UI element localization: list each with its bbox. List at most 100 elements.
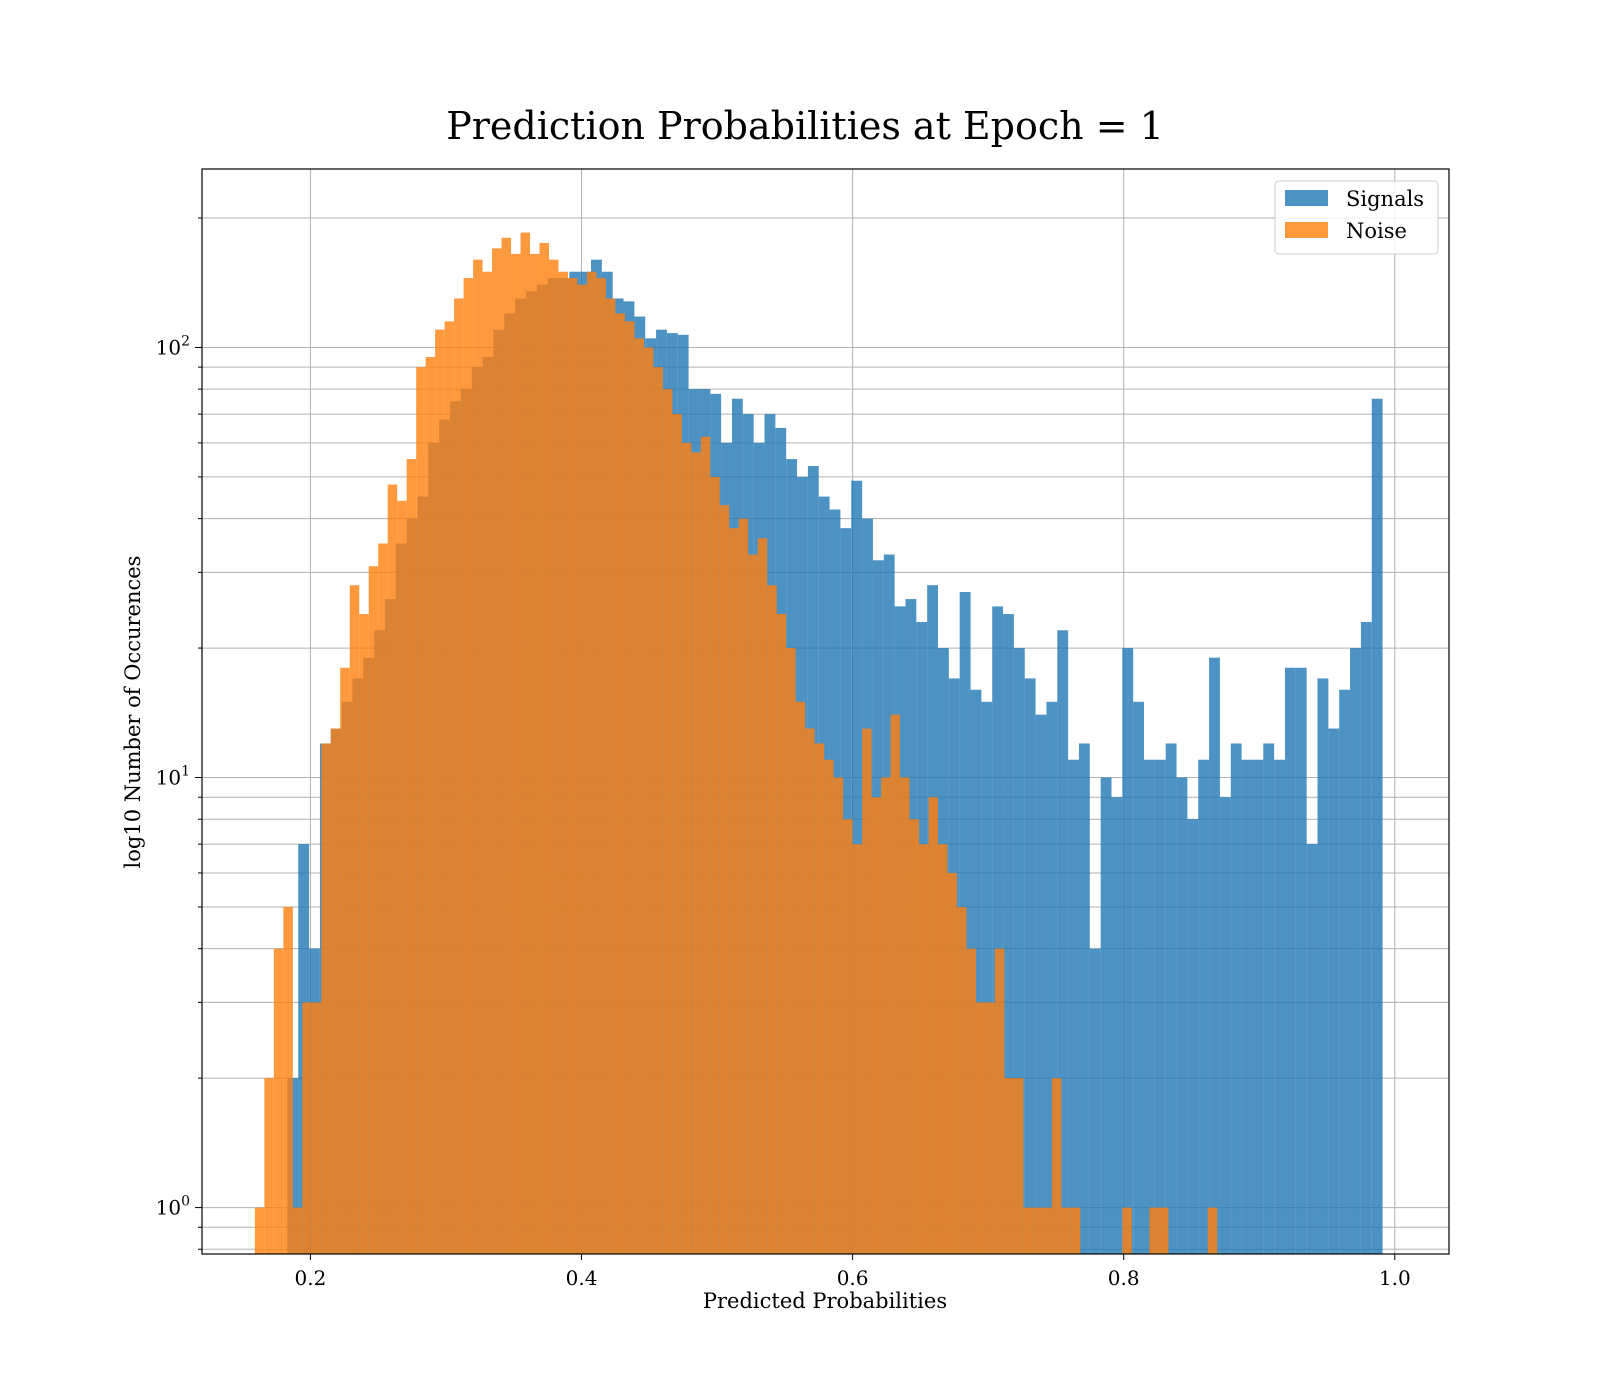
noise-bar xyxy=(938,844,948,1254)
noise-bar xyxy=(700,436,711,1254)
noise-bar xyxy=(1122,1207,1132,1254)
noise-bar xyxy=(387,484,398,1254)
noise-bars xyxy=(254,232,1218,1255)
noise-bar xyxy=(454,298,464,1254)
x-tick-label: 1.0 xyxy=(1379,1266,1411,1290)
signals-bar xyxy=(1209,657,1220,1254)
signals-bar xyxy=(1339,689,1351,1254)
signals-bar xyxy=(1144,759,1155,1254)
noise-bar xyxy=(881,777,891,1254)
noise-bar xyxy=(577,284,587,1255)
noise-bar xyxy=(368,566,379,1254)
noise-bar xyxy=(349,585,360,1254)
noise-bar xyxy=(501,237,512,1254)
noise-bar xyxy=(719,505,730,1255)
signals-bar xyxy=(1133,701,1145,1254)
noise-bar xyxy=(378,543,388,1254)
x-tick-label: 0.6 xyxy=(837,1266,869,1290)
noise-bar xyxy=(833,777,844,1254)
signals-bar xyxy=(1057,630,1069,1254)
signals-bar xyxy=(1035,714,1047,1254)
noise-bar xyxy=(909,819,920,1254)
noise-bar xyxy=(1070,1207,1081,1254)
noise-bar xyxy=(596,278,606,1254)
noise-bar xyxy=(283,906,293,1254)
noise-bar xyxy=(862,728,872,1254)
signals-bar xyxy=(1111,797,1123,1254)
signals-bar xyxy=(1078,743,1090,1254)
noise-bar xyxy=(264,1078,274,1254)
noise-bar xyxy=(843,819,853,1254)
noise-bar xyxy=(605,298,616,1254)
signals-bar xyxy=(1360,621,1372,1254)
signals-bar xyxy=(1241,759,1253,1254)
noise-bar xyxy=(956,906,967,1254)
plot-frame xyxy=(201,168,1450,1255)
signals-bar xyxy=(1306,844,1318,1254)
noise-bar xyxy=(292,1207,303,1254)
noise-bar xyxy=(681,442,692,1255)
noise-bar xyxy=(558,271,568,1255)
noise-bar xyxy=(482,271,493,1255)
signals-bar xyxy=(1295,667,1307,1254)
noise-bar xyxy=(824,759,834,1254)
legend-label-noise: Noise xyxy=(1346,219,1407,243)
noise-bar xyxy=(311,1002,322,1254)
noise-bar xyxy=(814,743,825,1254)
legend: Signals Noise xyxy=(1274,180,1439,255)
noise-bar xyxy=(776,614,787,1254)
noise-bar xyxy=(330,728,341,1254)
signals-bar xyxy=(1252,759,1264,1254)
signals-bar xyxy=(1068,759,1079,1254)
noise-bar xyxy=(871,797,882,1254)
x-axis-label: Predicted Probabilities xyxy=(703,1289,947,1313)
noise-bar xyxy=(1051,1078,1062,1254)
chart-title: Prediction Probabilities at Epoch = 1 xyxy=(446,104,1164,148)
noise-bar xyxy=(985,1002,995,1254)
noise-bar xyxy=(852,844,863,1254)
noise-bar xyxy=(321,743,331,1254)
noise-bar xyxy=(1013,1078,1024,1254)
noise-bar xyxy=(416,367,426,1254)
x-tick-label: 0.8 xyxy=(1108,1266,1140,1290)
noise-bar xyxy=(492,248,502,1254)
noise-bar xyxy=(710,476,720,1254)
noise-bar xyxy=(435,329,445,1254)
signals-bar xyxy=(1046,701,1058,1254)
noise-bar xyxy=(795,701,806,1254)
signals-bar xyxy=(1219,797,1231,1254)
noise-bar xyxy=(1061,1207,1071,1254)
noise-bar xyxy=(1042,1207,1052,1254)
noise-bar xyxy=(615,313,625,1254)
noise-bar xyxy=(1149,1207,1159,1254)
noise-bar xyxy=(729,528,739,1254)
signals-bar xyxy=(1089,948,1101,1254)
noise-bar xyxy=(473,259,483,1254)
noise-bar xyxy=(340,667,350,1254)
noise-bar xyxy=(748,554,758,1254)
noise-bar xyxy=(767,585,777,1254)
noise-bar xyxy=(1032,1207,1043,1254)
noise-bar xyxy=(586,271,597,1255)
noise-bar xyxy=(975,1002,986,1254)
signals-bar xyxy=(1274,759,1285,1254)
signals-bar xyxy=(1328,728,1340,1254)
y-axis-label: log10 Number of Occurences xyxy=(121,556,145,869)
signals-bar xyxy=(1198,759,1210,1254)
signals-bar xyxy=(1003,614,1014,1254)
noise-bar xyxy=(900,777,910,1254)
x-axis-ticks: 0.2 0.4 0.6 0.8 1.0 xyxy=(295,1254,1411,1290)
signals-bar xyxy=(1122,648,1134,1254)
signals-bar xyxy=(287,1078,299,1254)
signals-bar xyxy=(1013,648,1025,1254)
noise-bar xyxy=(947,872,957,1254)
noise-bar xyxy=(919,844,929,1254)
signals-bar xyxy=(1187,819,1199,1254)
noise-bar xyxy=(1023,1207,1033,1254)
noise-bar xyxy=(662,389,673,1255)
noise-bar xyxy=(786,648,796,1254)
legend-swatch-signals xyxy=(1285,190,1328,206)
noise-bar xyxy=(425,357,436,1254)
noise-bar xyxy=(520,232,531,1254)
